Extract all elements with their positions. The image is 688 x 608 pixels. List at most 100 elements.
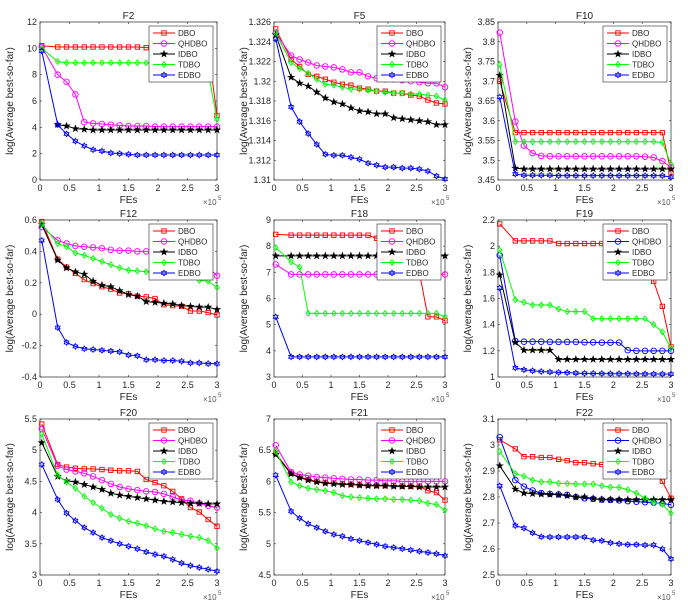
data-point <box>406 115 415 124</box>
data-point <box>650 172 657 180</box>
data-point <box>271 251 280 260</box>
data-point <box>650 499 657 507</box>
data-point <box>597 495 606 504</box>
legend-marker <box>161 457 167 466</box>
legend-entry-tdbo: TDBO <box>381 458 428 467</box>
x-multiplier: ×10 <box>657 395 671 404</box>
data-point <box>496 482 503 490</box>
data-point <box>624 370 631 378</box>
x-tick-label: 0.5 <box>521 380 534 390</box>
legend-marker <box>160 238 168 245</box>
data-point <box>616 483 622 491</box>
data-point <box>124 492 133 500</box>
data-point <box>425 309 431 318</box>
data-point <box>346 251 356 260</box>
data-point <box>590 536 597 544</box>
data-point <box>440 251 449 260</box>
data-point <box>589 153 597 160</box>
data-point <box>99 44 105 50</box>
x-tick-label: 3 <box>442 578 447 588</box>
data-point <box>196 509 202 515</box>
data-point <box>521 298 527 307</box>
series-edbo <box>496 482 675 563</box>
x-multiplier: ×10 <box>431 593 445 602</box>
y-axis-label: log(Average best-so-far) <box>5 245 16 353</box>
legend-marker <box>387 49 397 58</box>
data-point <box>606 355 615 363</box>
data-point <box>399 164 406 172</box>
data-point <box>81 59 88 67</box>
data-point <box>125 59 132 67</box>
legend-entry-edbo: EDBO <box>607 269 655 278</box>
legend-marker <box>160 468 168 476</box>
x-axis-label: FEs <box>576 392 594 403</box>
data-point <box>650 541 657 549</box>
data-point <box>581 153 588 160</box>
data-point <box>497 221 503 227</box>
data-point <box>214 544 220 552</box>
legend-entry-idbo: IDBO <box>607 247 652 257</box>
data-point <box>81 523 88 532</box>
data-point <box>89 125 98 134</box>
data-point <box>313 75 320 83</box>
data-point <box>382 542 389 550</box>
data-point <box>329 251 338 260</box>
x-tick-label: 1 <box>553 578 558 588</box>
data-point <box>538 301 545 309</box>
legend-label: TDBO <box>178 259 200 268</box>
data-point <box>212 305 221 313</box>
data-point <box>205 151 212 159</box>
data-point <box>125 351 132 359</box>
data-point <box>581 172 588 180</box>
data-point <box>124 290 133 299</box>
data-point <box>81 142 88 150</box>
data-point <box>305 309 311 318</box>
data-point <box>512 170 519 178</box>
data-point <box>98 346 106 354</box>
data-point <box>408 309 414 318</box>
y-tick-label: 4.5 <box>258 570 271 580</box>
data-point <box>651 129 657 136</box>
data-point <box>390 89 397 97</box>
x-multiplier: ×10 <box>203 395 217 404</box>
data-point <box>116 150 123 158</box>
x-axis-label: FEs <box>576 195 594 206</box>
data-point <box>287 72 296 81</box>
y-tick-label: 3.6 <box>482 116 495 126</box>
data-point <box>142 494 151 503</box>
legend-marker <box>159 247 169 256</box>
y-tick-label: 3.45 <box>477 175 495 185</box>
data-point <box>364 538 372 547</box>
legend-marker <box>388 238 396 245</box>
data-point <box>555 368 562 377</box>
data-point <box>572 172 579 180</box>
data-point <box>632 355 641 363</box>
x-axis-label: FEs <box>120 392 138 403</box>
data-point <box>107 149 114 157</box>
chart-title: F2 <box>123 11 135 22</box>
data-point <box>99 258 105 266</box>
data-point <box>322 80 329 88</box>
data-point <box>348 493 354 501</box>
data-point <box>347 69 355 76</box>
data-point <box>590 461 596 467</box>
x-tick-label: 2.5 <box>181 380 194 390</box>
data-point <box>72 249 79 257</box>
data-point <box>296 56 303 63</box>
data-point <box>512 446 518 452</box>
data-point <box>615 540 623 548</box>
data-point <box>55 44 61 50</box>
data-point <box>538 152 545 160</box>
series-edbo <box>496 284 675 378</box>
x-tick-label: 1 <box>553 380 558 390</box>
data-point <box>496 433 503 441</box>
y-tick-label: 3.75 <box>477 57 495 67</box>
data-point <box>346 480 356 489</box>
data-point <box>89 482 98 491</box>
legend-entry-edbo: EDBO <box>381 269 429 278</box>
legend-marker <box>389 427 395 433</box>
series-line <box>499 255 671 352</box>
x-tick-label: 2.5 <box>410 183 423 193</box>
data-point <box>287 103 295 111</box>
data-point <box>159 497 168 505</box>
